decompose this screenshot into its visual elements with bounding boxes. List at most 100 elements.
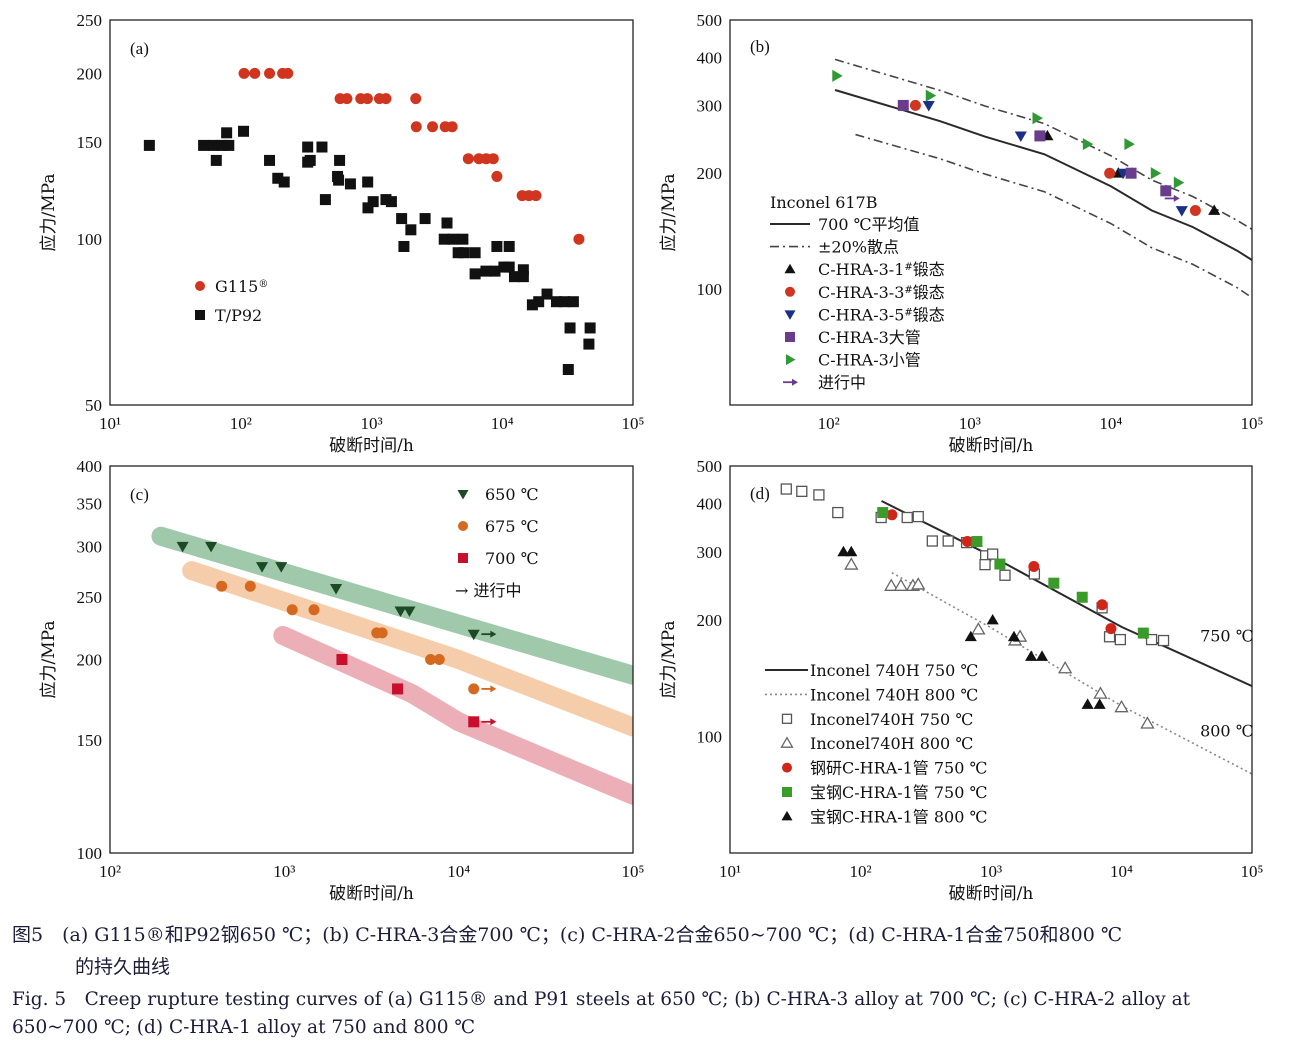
series-2	[336, 654, 480, 728]
x-tick-label: 10⁴	[1099, 414, 1122, 433]
y-tick-label: 250	[77, 11, 103, 30]
plot-area	[151, 526, 633, 805]
scatter-band-1	[182, 561, 633, 737]
data-point	[361, 93, 373, 105]
data-point	[469, 268, 481, 280]
data-point	[447, 233, 459, 245]
data-point	[330, 584, 343, 595]
data-point	[912, 510, 924, 523]
data-point	[832, 69, 843, 82]
data-point	[176, 541, 189, 553]
series-5	[1164, 194, 1180, 202]
chart-panel-a: 10¹ 10² 10³ 10⁴ 10⁵ 50 100 150 200 250 破断时间/h 应力/MP…	[39, 11, 645, 456]
legend-label-superscript: #	[904, 307, 912, 318]
caption-en-line2: 650~700 ℃; (d) C-HRA-1 alloy at 750 and …	[12, 1017, 476, 1038]
series-1	[143, 125, 596, 375]
legend-label-text: C-HRA-3-5	[818, 305, 904, 324]
data-point	[893, 578, 909, 591]
legend-entry-label: 进行中	[818, 373, 866, 392]
arrow-head	[792, 378, 798, 386]
data-point	[562, 363, 574, 375]
data-point	[394, 606, 407, 617]
legend-entry-label: 700 ℃	[485, 549, 539, 568]
data-point	[333, 174, 345, 186]
data-point	[999, 569, 1011, 581]
data-point	[1057, 661, 1073, 674]
y-axis-title: 应力/MPa	[659, 621, 679, 699]
data-point	[1007, 630, 1021, 642]
data-point	[319, 194, 331, 206]
data-point	[458, 247, 470, 259]
data-point	[503, 261, 515, 273]
chart-panel-c: 10² 10³ 10⁴ 10⁵ 100 150 200 250 300 350 400 破断时间/h 应…	[39, 457, 645, 904]
y-axis-title: 应力/MPa	[39, 174, 59, 252]
data-point	[410, 93, 422, 105]
line-annotation: 750 ℃	[1200, 626, 1254, 645]
data-point	[481, 630, 497, 638]
panel-label: (d)	[750, 484, 770, 503]
data-point	[419, 213, 431, 225]
series-4	[832, 69, 1185, 189]
data-point	[480, 265, 492, 277]
data-point	[1125, 167, 1137, 179]
data-point	[508, 271, 520, 283]
legend-label-text: 700 ℃	[485, 549, 539, 568]
y-tick-label: 400	[697, 495, 723, 514]
x-tick-label: 10³	[360, 414, 382, 433]
x-axis-title: 破断时间/h	[949, 436, 1034, 456]
fit-line-0	[881, 500, 1252, 687]
legend-label-text: 675 ℃	[485, 517, 539, 536]
data-point	[1096, 599, 1108, 611]
data-point	[780, 483, 792, 495]
data-point	[1189, 205, 1201, 217]
legend-label-text: T/P92	[215, 306, 262, 325]
legend-entry-label: Inconel740H 800 ℃	[810, 734, 973, 753]
data-point	[1124, 138, 1135, 151]
data-point	[1175, 206, 1188, 217]
legend-entry-label: C-HRA-3小管	[818, 351, 921, 370]
data-point	[380, 93, 392, 105]
panel-label: (a)	[130, 39, 149, 58]
y-tick-label: 200	[77, 651, 103, 670]
plot-area	[780, 483, 1252, 775]
data-point	[405, 224, 417, 236]
legend-label-text: C-HRA-3-3	[818, 283, 904, 302]
data-point	[942, 535, 954, 547]
data-point	[1025, 650, 1038, 661]
data-point	[308, 604, 320, 616]
y-tick-label: 400	[697, 48, 723, 67]
y-tick-label: 200	[697, 164, 723, 183]
data-point	[503, 240, 515, 252]
legend-marker-swatch	[780, 736, 794, 748]
data-point	[198, 139, 210, 151]
y-tick-label: 150	[77, 731, 103, 750]
legend-entry-label: 钢研C-HRA-1管 750 ℃	[810, 759, 987, 778]
data-point	[1048, 577, 1060, 589]
data-point	[244, 580, 256, 592]
legend-label-text: C-HRA-3-1	[818, 260, 904, 279]
legend-marker-swatch	[195, 310, 205, 320]
data-point	[427, 121, 439, 133]
data-point	[481, 685, 497, 693]
x-tick-label: 10²	[849, 862, 871, 881]
series-1	[844, 557, 1155, 729]
x-axis-title: 破断时间/h	[949, 884, 1034, 904]
data-point	[979, 559, 991, 571]
series-1	[216, 580, 480, 695]
legend-entry-label: 675 ℃	[485, 517, 539, 536]
data-point	[564, 322, 576, 334]
data-point	[302, 141, 314, 153]
y-tick-label: 300	[697, 96, 723, 115]
data-point	[438, 233, 450, 245]
data-point	[897, 99, 909, 111]
data-point	[837, 545, 850, 557]
data-point	[1114, 633, 1127, 646]
fit-line-1	[834, 58, 1252, 230]
x-axis-title: 破断时间/h	[329, 884, 414, 904]
data-point	[987, 548, 999, 560]
legend-entry-label: ±20%散点	[818, 238, 899, 257]
legend-marker-swatch	[781, 810, 793, 821]
data-point	[367, 196, 379, 208]
y-tick-label: 100	[697, 280, 723, 299]
